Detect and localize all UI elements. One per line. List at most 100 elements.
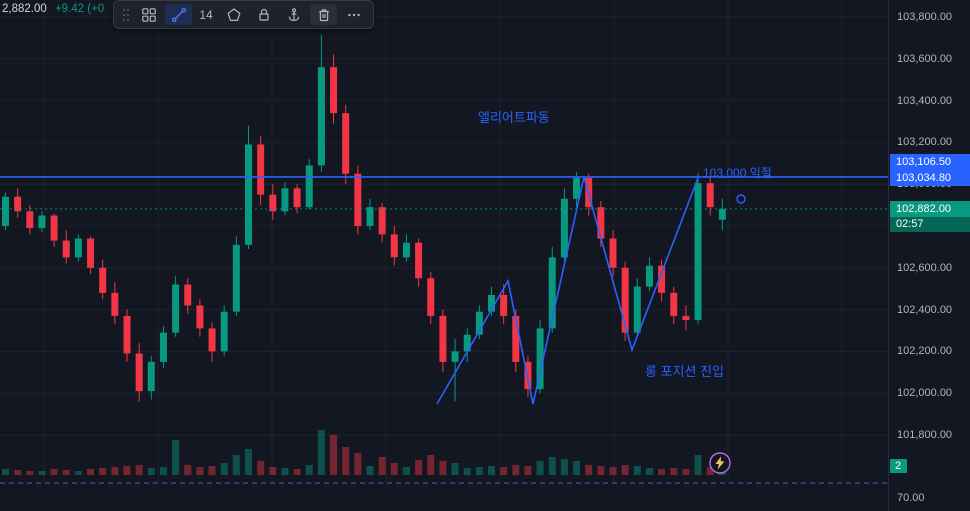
quick-trade-lightning-icon[interactable] (708, 451, 732, 475)
volume-bar (548, 457, 556, 475)
candle-body (99, 267, 107, 293)
price-scale[interactable]: 101,800.00 102,000.00 102,200.00 102,400.00… (888, 0, 970, 511)
price-axis-label: 102,000.00 (897, 387, 953, 400)
candle-body (305, 165, 313, 208)
candle-body (475, 311, 483, 335)
volume-bar (706, 467, 714, 475)
candle-body (196, 305, 204, 329)
candle-body (342, 113, 350, 174)
candle-body (402, 242, 410, 258)
price-axis-label: 102,200.00 (897, 345, 953, 358)
last-price-text: 2,882.00 (2, 3, 47, 15)
volume-bar (694, 455, 702, 475)
volume-bar (633, 466, 641, 475)
price-axis-label: 102,600.00 (897, 261, 953, 274)
volume-bar (208, 466, 216, 475)
candle-body (111, 292, 119, 316)
volume-bar (475, 467, 483, 475)
volume-bar (597, 466, 605, 475)
last-price-badge: 102,882.00 (890, 201, 970, 217)
candle-body (317, 67, 325, 166)
volume-bar (50, 469, 58, 475)
candle-body (621, 267, 629, 333)
candle-body (512, 315, 520, 362)
volume-bar (196, 467, 204, 475)
volume-bar (585, 465, 593, 475)
annotation-elliott-wave[interactable]: 엘리어트파동 (478, 110, 550, 125)
candle-body (488, 294, 495, 312)
annotation-take-profit[interactable]: 103,000 익절 (703, 166, 772, 180)
candle-body (269, 194, 277, 212)
candle-body (463, 334, 471, 352)
candle-body (548, 257, 556, 329)
candle-body (536, 328, 544, 390)
candle-body (658, 265, 666, 293)
layout-grid-icon[interactable] (135, 4, 162, 25)
anchor-icon[interactable] (280, 4, 307, 25)
volume-bar (317, 430, 325, 475)
candle-body (257, 144, 265, 195)
candle-body (14, 196, 22, 212)
drawing-toolbar: 14 (113, 0, 374, 29)
price-axis-label: 101,800.00 (897, 429, 953, 441)
candle-body (123, 315, 131, 354)
volume-bar (427, 455, 435, 475)
volume-bar (74, 471, 82, 475)
volume-bar (500, 467, 508, 475)
volume-bar (342, 447, 350, 475)
volume-bar (293, 469, 301, 475)
volume-bar (2, 469, 9, 475)
price-axis-label: 103,200.00 (897, 136, 953, 149)
price-change-text: +9.42 (+0 (54, 3, 105, 15)
drawing-handle-circle[interactable] (736, 194, 746, 204)
volume-bar (111, 467, 119, 475)
volume-bar (439, 461, 447, 475)
candle-body (427, 278, 435, 316)
toolbar-drag-handle[interactable] (120, 6, 132, 24)
lock-icon[interactable] (250, 4, 277, 25)
candle-body (694, 183, 702, 321)
indicator-pane-label: 70.00 (897, 492, 925, 504)
candle-body (573, 177, 581, 199)
line-width-value[interactable]: 14 (199, 7, 213, 22)
price-axis-label: 103,600.00 (897, 52, 953, 65)
volume-bar (366, 466, 374, 475)
candle-body (293, 188, 301, 208)
candle-body (26, 211, 34, 229)
volume-bar (524, 466, 532, 475)
trash-icon[interactable] (310, 4, 337, 25)
candle-body (281, 188, 289, 212)
price-axis-label: 103,800.00 (897, 11, 953, 23)
volume-bar (330, 435, 338, 475)
candle-body (159, 332, 167, 362)
candle-body (682, 315, 690, 321)
more-options-icon[interactable] (340, 4, 367, 25)
polygon-style-icon[interactable] (220, 4, 247, 25)
candle-body (208, 328, 216, 352)
candle-body (609, 238, 617, 268)
volume-bar (488, 466, 495, 475)
volume-bar (62, 470, 70, 475)
candle-body (670, 292, 678, 316)
volume-bar (135, 465, 143, 475)
zigzag-drawing[interactable] (436, 176, 699, 405)
annotation-long-entry[interactable]: 롱 포지션 진입 (645, 364, 724, 379)
volume-bar (38, 471, 46, 475)
volume-bar (305, 465, 313, 475)
candle-body (87, 238, 95, 268)
candle-body (718, 208, 726, 220)
candle-body (378, 207, 386, 235)
volume-bar (645, 468, 653, 475)
volume-bar (451, 463, 459, 475)
volume-bar (463, 468, 471, 475)
volume-bar (281, 468, 289, 475)
volume-bar (609, 467, 617, 475)
trend-line-tool-icon[interactable] (165, 4, 192, 25)
candle-body (415, 242, 423, 279)
candle-body (597, 207, 605, 239)
candle-body (366, 207, 374, 226)
volume-bar (512, 465, 520, 475)
volume-bar (147, 468, 155, 475)
candle-body (354, 173, 362, 226)
